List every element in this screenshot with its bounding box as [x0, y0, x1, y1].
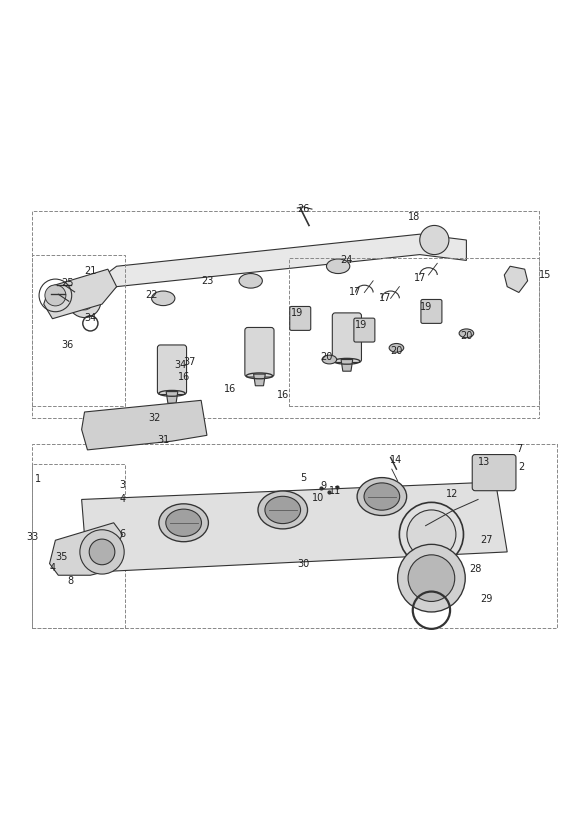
Circle shape	[398, 545, 465, 612]
Polygon shape	[50, 522, 122, 575]
Text: 36: 36	[61, 340, 73, 350]
Text: 7: 7	[516, 444, 522, 454]
Text: 8: 8	[67, 576, 73, 586]
Polygon shape	[341, 359, 353, 371]
Text: 29: 29	[480, 593, 493, 603]
Text: 12: 12	[445, 489, 458, 499]
Text: 35: 35	[55, 551, 68, 562]
Text: 33: 33	[26, 532, 38, 542]
Polygon shape	[504, 266, 528, 293]
Text: 1: 1	[35, 474, 41, 484]
Text: 16: 16	[177, 372, 190, 382]
Text: 37: 37	[183, 358, 196, 368]
Text: 4: 4	[50, 564, 55, 574]
Text: 6: 6	[120, 530, 125, 540]
Circle shape	[68, 285, 101, 317]
Text: 28: 28	[469, 564, 482, 574]
Text: 32: 32	[148, 413, 161, 423]
Text: 4: 4	[120, 494, 125, 504]
Polygon shape	[82, 234, 466, 313]
FancyBboxPatch shape	[421, 299, 442, 323]
Text: 27: 27	[480, 536, 493, 545]
Bar	[32, 465, 125, 628]
Polygon shape	[254, 374, 265, 386]
Bar	[32, 444, 557, 628]
Ellipse shape	[364, 483, 400, 510]
Ellipse shape	[265, 496, 301, 523]
Text: 25: 25	[61, 278, 73, 288]
Text: 20: 20	[390, 346, 403, 356]
Text: 17: 17	[413, 273, 426, 283]
Text: 16: 16	[224, 384, 237, 394]
Text: 20: 20	[320, 352, 333, 362]
Ellipse shape	[357, 478, 407, 516]
Text: 21: 21	[84, 266, 97, 276]
Ellipse shape	[258, 491, 308, 529]
Bar	[289, 258, 539, 406]
Ellipse shape	[159, 503, 209, 541]
Circle shape	[45, 285, 66, 306]
Circle shape	[80, 530, 124, 574]
Circle shape	[408, 555, 455, 602]
FancyBboxPatch shape	[332, 313, 361, 363]
FancyBboxPatch shape	[290, 307, 311, 330]
Text: 19: 19	[291, 308, 304, 318]
FancyBboxPatch shape	[245, 327, 274, 377]
Text: 31: 31	[157, 435, 170, 445]
FancyBboxPatch shape	[157, 345, 187, 395]
Ellipse shape	[459, 329, 474, 338]
Text: 20: 20	[460, 331, 473, 341]
Ellipse shape	[322, 355, 337, 364]
Polygon shape	[82, 400, 207, 450]
Text: 23: 23	[201, 276, 213, 286]
Text: 19: 19	[355, 320, 368, 330]
Text: 15: 15	[539, 270, 552, 280]
Text: 2: 2	[519, 462, 525, 472]
Ellipse shape	[239, 274, 262, 288]
Polygon shape	[44, 269, 117, 319]
Text: 13: 13	[477, 456, 490, 466]
Text: 26: 26	[297, 204, 310, 214]
Text: 22: 22	[145, 290, 158, 301]
Polygon shape	[166, 391, 178, 403]
Text: 16: 16	[276, 390, 289, 400]
Text: 5: 5	[300, 474, 306, 484]
Circle shape	[407, 510, 456, 559]
Text: 14: 14	[390, 455, 403, 465]
Ellipse shape	[152, 291, 175, 306]
Polygon shape	[82, 482, 507, 573]
Circle shape	[89, 539, 115, 564]
Bar	[32, 255, 125, 406]
Text: 18: 18	[408, 212, 420, 222]
Bar	[32, 211, 539, 418]
Text: 17: 17	[349, 288, 362, 297]
Circle shape	[76, 293, 93, 310]
Text: 10: 10	[311, 494, 324, 503]
Text: 3: 3	[120, 480, 125, 490]
Text: 9: 9	[321, 481, 326, 491]
Text: 17: 17	[378, 293, 391, 303]
Ellipse shape	[389, 344, 404, 352]
Text: 30: 30	[297, 559, 310, 569]
Circle shape	[420, 226, 449, 255]
Text: 11: 11	[329, 485, 342, 496]
Ellipse shape	[166, 509, 202, 536]
FancyBboxPatch shape	[354, 318, 375, 342]
Text: 34: 34	[174, 360, 187, 370]
Text: 24: 24	[340, 255, 353, 265]
Text: 34: 34	[84, 312, 97, 322]
Text: 19: 19	[419, 302, 432, 312]
FancyBboxPatch shape	[472, 455, 516, 491]
Ellipse shape	[326, 259, 350, 274]
